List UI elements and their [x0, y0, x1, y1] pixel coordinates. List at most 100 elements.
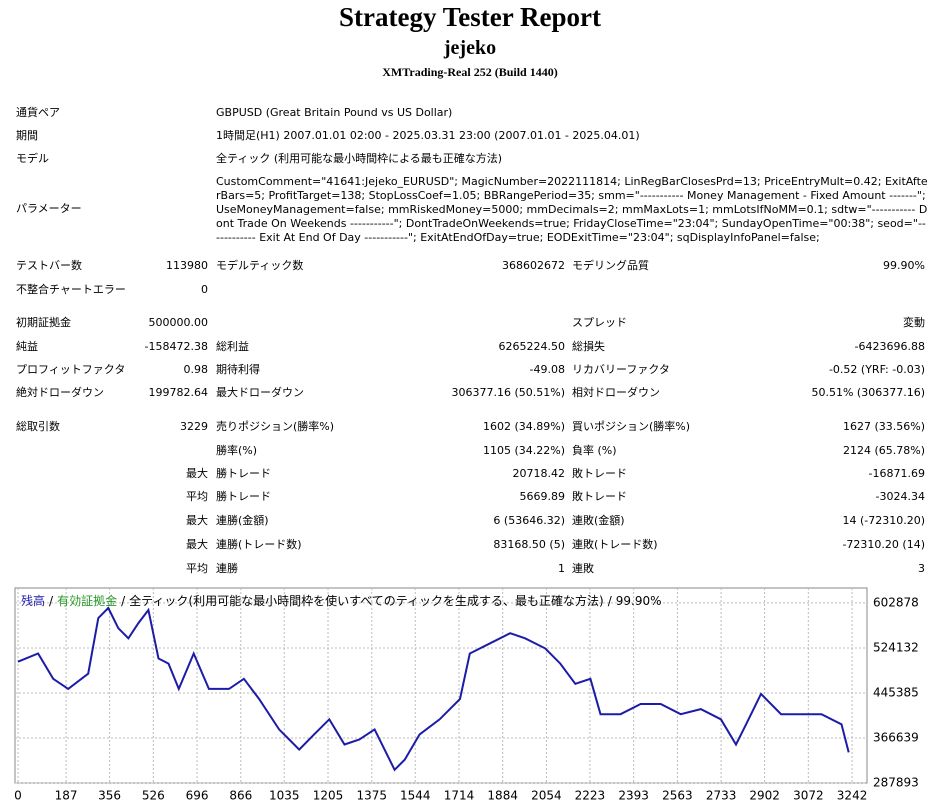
stat-label: 期待利得 [216, 363, 260, 376]
x-tick-label: 2902 [749, 789, 780, 803]
chart-legend: 残高 / 有効証拠金 / 全ティック(利用可能な最小時間枠を使いすべてのティックを生成す… [21, 593, 662, 608]
stat-label: 不整合チャートエラー [16, 283, 126, 296]
stat-value: 6 (53646.32) [493, 514, 565, 527]
legend-separator: / [49, 594, 54, 608]
stat-value: 最大 [186, 514, 208, 527]
stat-value: 500000.00 [148, 316, 209, 329]
stat-value: 変動 [903, 316, 925, 329]
stat-label: 買いポジション(勝率%) [572, 420, 691, 433]
stat-label: 連勝 [216, 562, 238, 575]
legend-balance: 残高 [21, 593, 45, 608]
stat-value: 1105 (34.22%) [482, 444, 565, 457]
stat-label: 初期証拠金 [16, 316, 71, 329]
x-tick-label: 1884 [487, 789, 518, 803]
x-tick-label: 526 [142, 789, 165, 803]
x-tick-label: 2733 [706, 789, 737, 803]
x-tick-label: 3072 [793, 789, 824, 803]
x-tick-label: 1544 [400, 789, 431, 803]
stat-label: 連勝(金額) [216, 514, 269, 527]
stat-label: モデリング品質 [572, 259, 649, 272]
stat-label: テストバー数 [16, 259, 82, 272]
stat-value: 3229 [180, 420, 208, 433]
stat-value: 20718.42 [512, 467, 566, 480]
stat-label: 純益 [16, 340, 38, 353]
stat-label: 総損失 [572, 340, 605, 353]
plot-frame [14, 587, 868, 784]
info-label: モデル [16, 152, 49, 165]
x-tick-label: 2223 [575, 789, 606, 803]
stat-label: 相対ドローダウン [572, 386, 660, 399]
legend-separator: / [608, 594, 613, 608]
x-tick-label: 2563 [662, 789, 693, 803]
stat-value: 306377.16 (50.51%) [451, 386, 565, 399]
stat-value: 1627 (33.56%) [842, 420, 925, 433]
stat-label: 絶対ドローダウン [16, 386, 104, 399]
stat-value: 1 [558, 562, 565, 575]
stat-label: 連敗 [572, 562, 594, 575]
info-value: 1時間足(H1) 2007.01.01 02:00 - 2025.03.31 2… [216, 129, 640, 142]
stat-label: プロフィットファクタ [16, 363, 126, 376]
account-name: jejeko [443, 37, 497, 59]
stat-value: 最大 [186, 467, 208, 480]
stat-value: 2124 (65.78%) [842, 444, 925, 457]
stat-label: スプレッド [572, 316, 627, 329]
x-tick-label: 1035 [269, 789, 300, 803]
stat-label: 勝トレード [216, 490, 271, 503]
stat-label: 勝トレード [216, 467, 271, 480]
info-label: パラメーター [16, 202, 82, 215]
x-tick-label: 3242 [837, 789, 868, 803]
x-tick-label: 1714 [444, 789, 475, 803]
y-tick-label: 287893 [873, 776, 919, 790]
stat-label: 売りポジション(勝率%) [216, 420, 335, 433]
balance-line [17, 606, 850, 772]
y-tick-label: 602878 [873, 595, 919, 609]
stat-value: -3024.34 [875, 490, 925, 503]
stat-value: 6265224.50 [498, 340, 565, 353]
stat-value: 99.90% [883, 259, 925, 272]
x-tick-label: 866 [229, 789, 252, 803]
stat-label: 負率 (%) [572, 444, 617, 457]
stat-label: 総取引数 [16, 420, 60, 433]
stat-value: -16871.69 [868, 467, 925, 480]
legend-separator: / [121, 594, 126, 608]
stat-label: 最大ドローダウン [216, 386, 304, 399]
x-tick-label: 0 [14, 789, 22, 803]
y-tick-label: 366639 [873, 730, 919, 744]
stat-value: 50.51% (306377.16) [811, 386, 925, 399]
modeling-quality: 99.90% [616, 594, 662, 608]
stat-value: -72310.20 (14) [842, 538, 925, 551]
stat-value: 83168.50 (5) [493, 538, 565, 551]
x-tick-label: 187 [55, 789, 78, 803]
chart-subtitle: 全ティック(利用可能な最小時間枠を使いすべてのティックを生成する、最も正確な方法… [129, 593, 604, 608]
x-tick-label: 2393 [618, 789, 649, 803]
stat-value: 平均 [186, 562, 208, 575]
stat-label: 敗トレード [572, 467, 627, 480]
stat-value: 1602 (34.89%) [482, 420, 565, 433]
x-tick-label: 696 [186, 789, 209, 803]
info-label: 期間 [16, 129, 38, 142]
x-tick-label: 1205 [313, 789, 344, 803]
info-label: 通貨ペア [16, 106, 60, 119]
stat-value: -0.52 (YRF: -0.03) [828, 363, 925, 376]
stat-label: 連敗(金額) [572, 514, 625, 527]
stat-value: 最大 [186, 538, 208, 551]
stat-value: -158472.38 [144, 340, 208, 353]
x-tick-label: 2054 [531, 789, 562, 803]
stat-label: 連敗(トレード数) [572, 538, 658, 551]
legend-equity: 有効証拠金 [57, 593, 117, 608]
stat-value: 0.98 [183, 363, 209, 376]
y-tick-label: 524132 [873, 640, 919, 654]
stat-value: 3 [918, 562, 925, 575]
stat-label: 勝率(%) [216, 444, 258, 457]
stat-label: 連勝(トレード数) [216, 538, 302, 551]
info-value: 全ティック (利用可能な最小時間枠による最も正確な方法) [216, 152, 503, 165]
stat-value: 0 [201, 283, 208, 296]
stat-label: モデルティック数 [216, 259, 304, 272]
stat-value: 平均 [186, 490, 208, 503]
stat-label: 総利益 [216, 340, 249, 353]
stat-value: 368602672 [502, 259, 565, 272]
stat-value: 14 (-72310.20) [842, 514, 925, 527]
x-tick-label: 356 [98, 789, 121, 803]
